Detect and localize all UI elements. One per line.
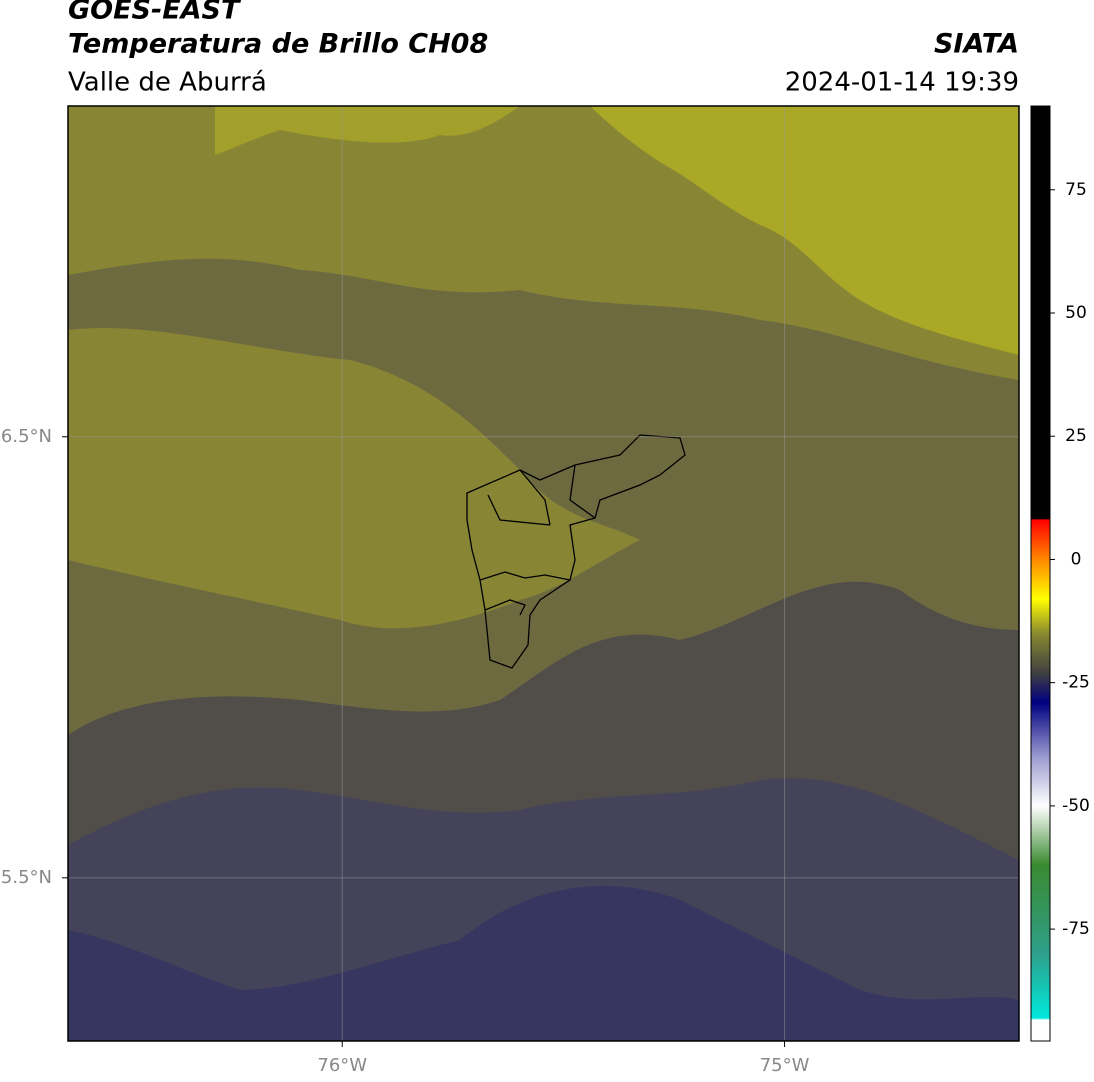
colorbar xyxy=(1030,105,1051,1042)
colorbar-tick-label: 0 xyxy=(1071,549,1082,569)
y-tick-label: 6.5°N xyxy=(1,426,52,447)
colorbar-tick-label: 50 xyxy=(1065,303,1087,323)
colorbar-tick-label: 25 xyxy=(1065,426,1087,446)
colorbar-tick-label: -50 xyxy=(1062,796,1090,816)
subtitle: Temperatura de Brillo CH08 xyxy=(68,29,488,60)
colorbar-tick-label: 75 xyxy=(1065,180,1087,200)
colorbar-tick-label: -75 xyxy=(1062,919,1090,939)
x-tick-label: 76°W xyxy=(317,1055,367,1076)
title: GOES-EAST xyxy=(68,0,242,26)
region: Valle de Aburrá xyxy=(68,68,267,98)
colorbar-tick-label: -25 xyxy=(1062,673,1090,693)
y-tick-label: 5.5°N xyxy=(1,867,52,888)
graticule xyxy=(62,106,1019,1047)
map-frame xyxy=(67,105,1020,1042)
datetime: 2024-01-14 19:39 xyxy=(785,68,1019,98)
x-tick-label: 75°W xyxy=(760,1055,810,1076)
source: SIATA xyxy=(934,29,1019,60)
map-field xyxy=(68,106,1019,1041)
